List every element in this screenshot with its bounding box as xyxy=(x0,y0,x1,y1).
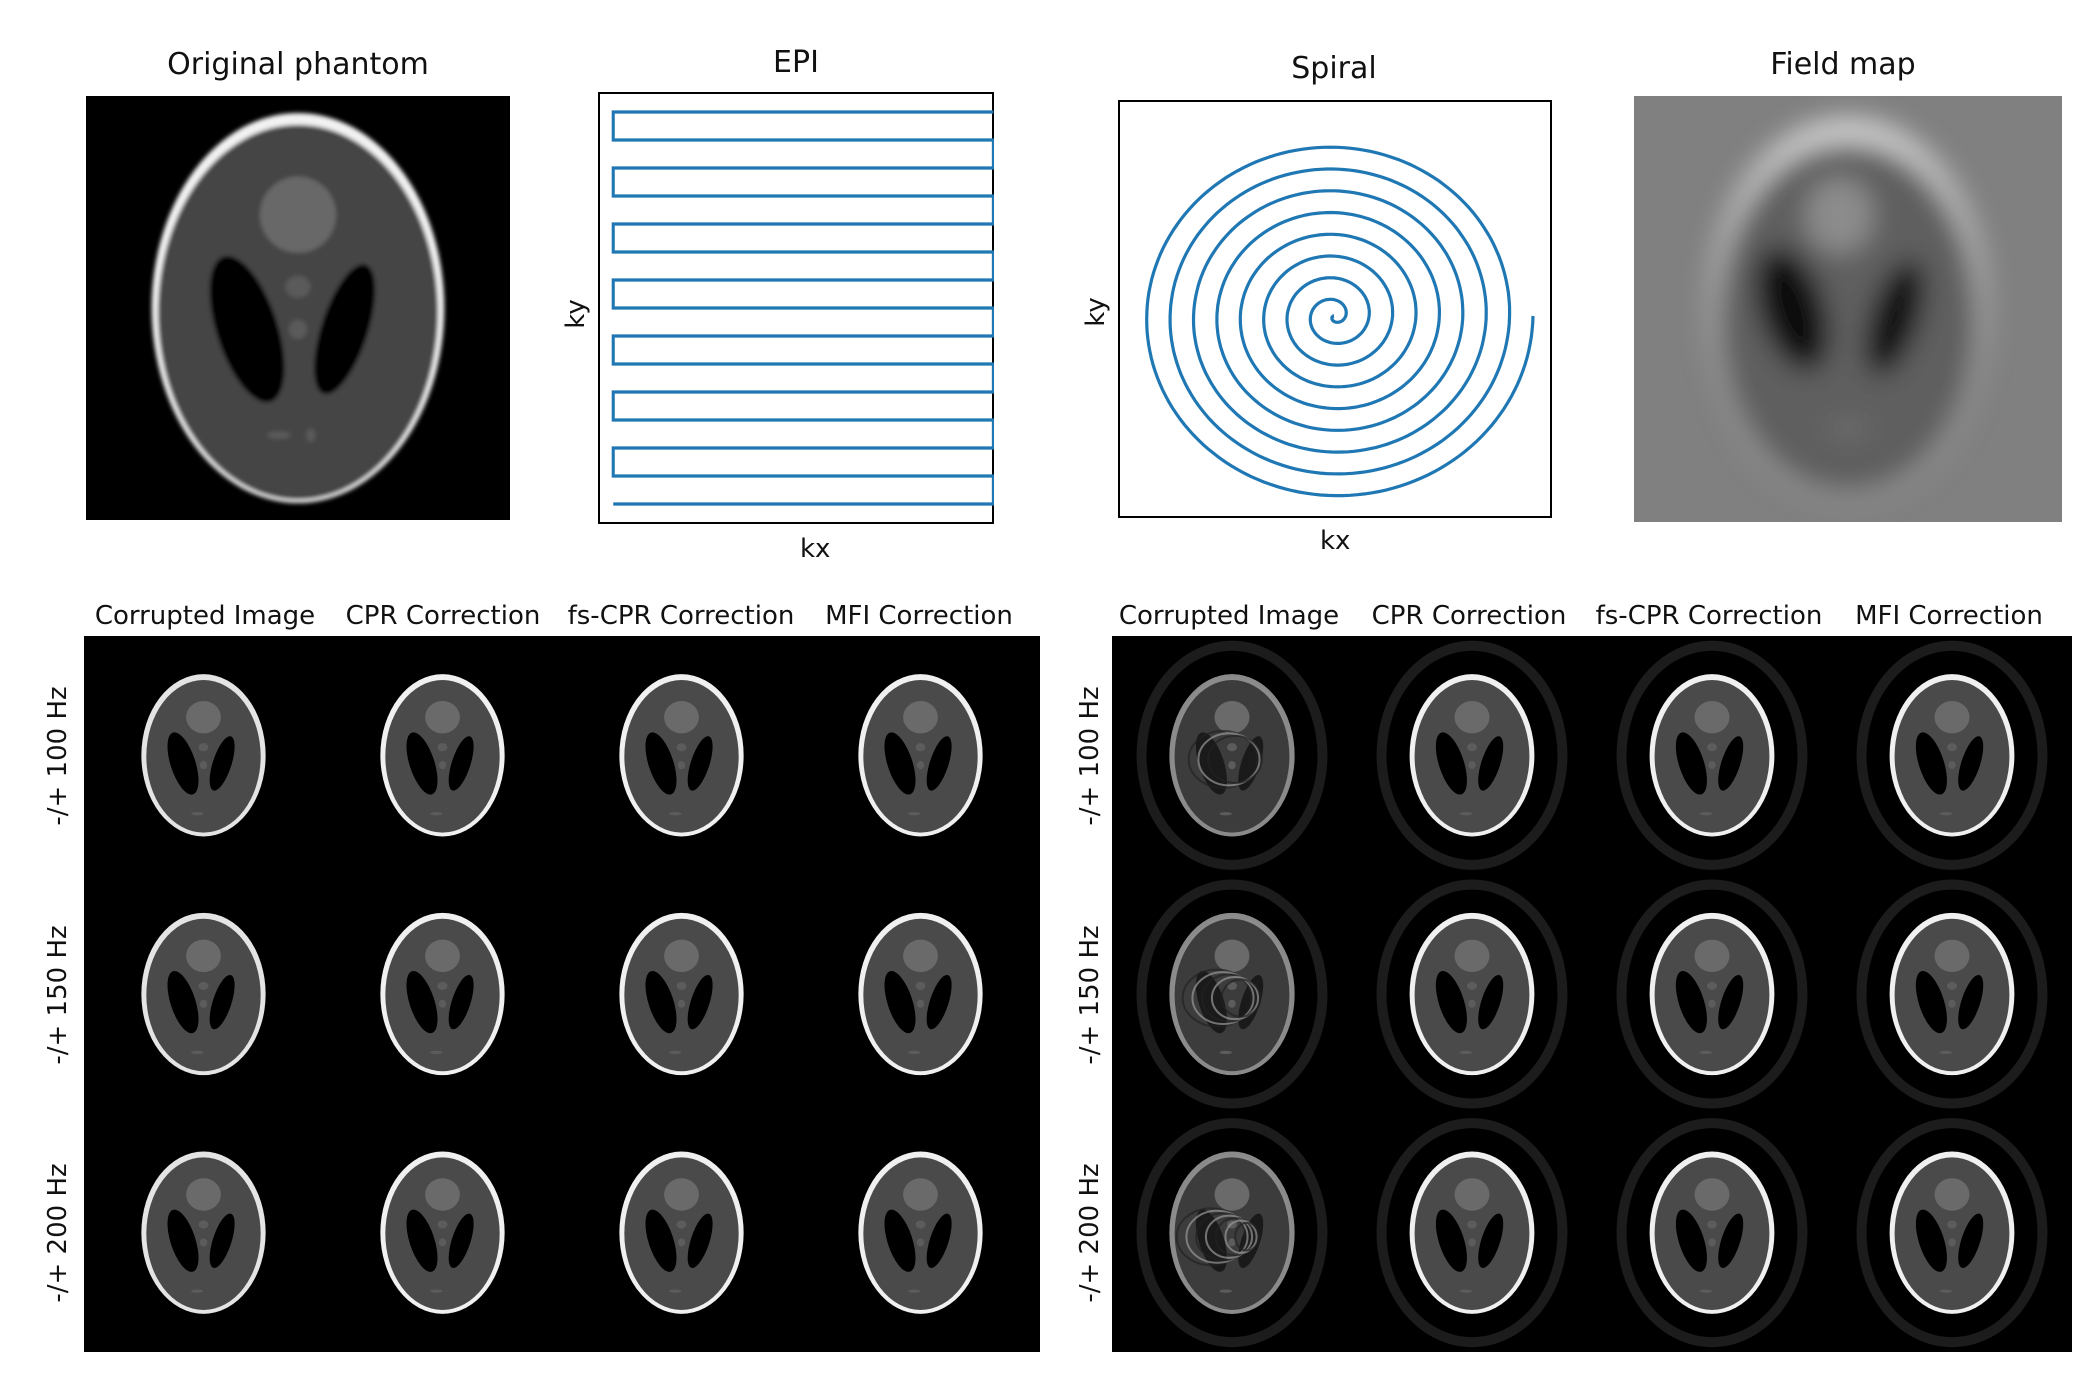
epi-col-cpr: CPR Correction xyxy=(345,601,541,631)
field-map-image xyxy=(1634,96,2062,522)
epi-col-fs-cpr: fs-CPR Correction xyxy=(567,601,795,631)
spiral-ylabel: ky xyxy=(1081,297,1111,327)
spiral-tile-r1-c2 xyxy=(1616,879,1808,1109)
spiral-trajectory xyxy=(1145,145,1535,498)
epi-row-100hz: -/+ 100 Hz xyxy=(43,686,73,826)
spiral-col-mfi: MFI Correction xyxy=(1855,601,2043,631)
epi-tile-r2-c2 xyxy=(619,1151,744,1314)
original-phantom-title: Original phantom xyxy=(167,47,429,82)
epi-tile-r2-c1 xyxy=(380,1151,505,1314)
spiral-tile-r0-c2 xyxy=(1616,640,1808,870)
spiral-trajectory-plot xyxy=(1118,100,1552,518)
spiral-title: Spiral xyxy=(1291,51,1377,86)
epi-tile-r0-c2 xyxy=(619,674,744,837)
field-map-title: Field map xyxy=(1770,47,1916,82)
epi-trajectory-plot xyxy=(598,92,994,524)
spiral-tile-r0-c3 xyxy=(1856,640,2048,870)
spiral-tile-r0-c1 xyxy=(1376,640,1568,870)
spiral-tile-r2-c0 xyxy=(1136,1118,1328,1348)
spiral-col-cpr: CPR Correction xyxy=(1371,601,1567,631)
spiral-tile-r1-c1 xyxy=(1376,879,1568,1109)
spiral-tile-r1-c3 xyxy=(1856,879,2048,1109)
epi-results-grid xyxy=(84,636,1040,1352)
spiral-col-corrupted: Corrupted Image xyxy=(1118,601,1340,631)
epi-tile-r1-c3 xyxy=(858,912,983,1076)
epi-row-150hz: -/+ 150 Hz xyxy=(43,925,73,1065)
epi-ylabel: ky xyxy=(561,299,591,329)
spiral-row-100hz: -/+ 100 Hz xyxy=(1075,686,1105,826)
epi-tile-r0-c0 xyxy=(141,674,266,837)
spiral-row-200hz: -/+ 200 Hz xyxy=(1075,1163,1105,1303)
epi-title: EPI xyxy=(773,45,819,80)
spiral-col-fs-cpr: fs-CPR Correction xyxy=(1595,601,1823,631)
spiral-xlabel: kx xyxy=(1320,526,1351,556)
epi-xlabel: kx xyxy=(800,534,831,564)
epi-trajectory xyxy=(611,110,994,506)
epi-tile-r2-c3 xyxy=(858,1151,983,1314)
epi-tile-r1-c1 xyxy=(380,912,505,1076)
epi-col-mfi: MFI Correction xyxy=(825,601,1013,631)
spiral-tile-r2-c3 xyxy=(1856,1118,2048,1348)
spiral-row-150hz: -/+ 150 Hz xyxy=(1075,925,1105,1065)
spiral-tile-r2-c1 xyxy=(1376,1118,1568,1348)
spiral-tile-r0-c0 xyxy=(1136,640,1328,870)
epi-row-200hz: -/+ 200 Hz xyxy=(43,1163,73,1303)
epi-col-corrupted: Corrupted Image xyxy=(94,601,316,631)
epi-tile-r1-c2 xyxy=(619,912,744,1076)
original-phantom-image xyxy=(86,96,510,520)
epi-tile-r2-c0 xyxy=(141,1151,266,1314)
epi-tile-r0-c3 xyxy=(858,674,983,837)
spiral-tile-r1-c0 xyxy=(1136,879,1328,1109)
epi-tile-r1-c0 xyxy=(141,912,266,1076)
spiral-tile-r2-c2 xyxy=(1616,1118,1808,1348)
epi-tile-r0-c1 xyxy=(380,674,505,837)
spiral-results-grid xyxy=(1112,636,2072,1352)
